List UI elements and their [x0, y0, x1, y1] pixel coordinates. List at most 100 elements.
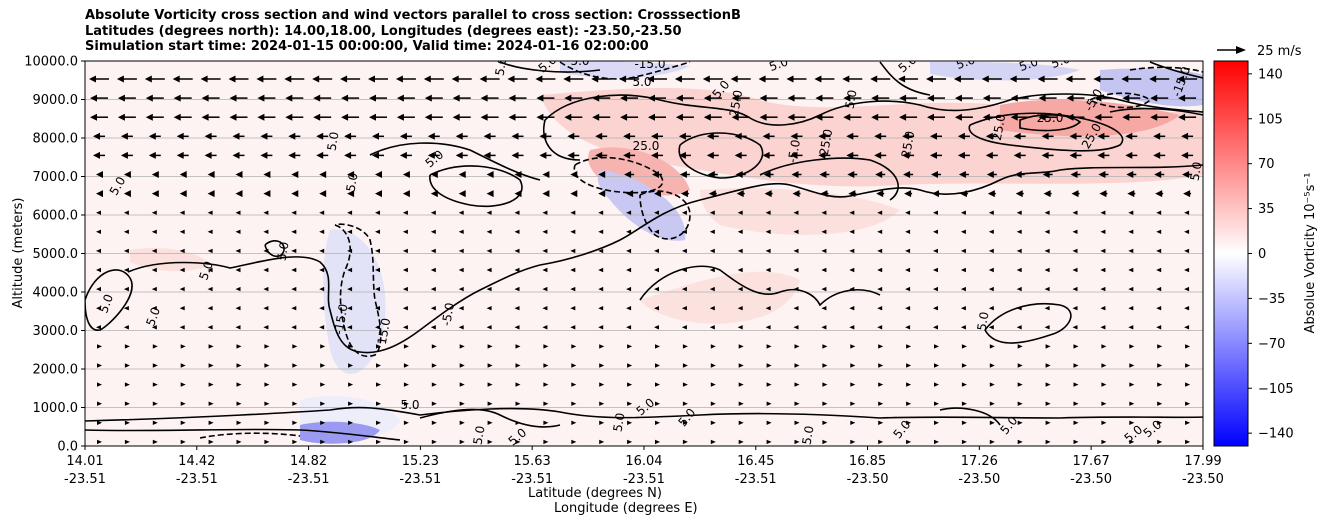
wind-vector	[877, 248, 883, 254]
wind-vector	[1127, 190, 1136, 198]
wind-vector	[430, 267, 436, 273]
wind-vector	[204, 132, 217, 140]
wind-vector	[207, 229, 213, 234]
wind-vector	[1041, 132, 1054, 140]
wind-vector	[849, 210, 855, 215]
wind-vector	[737, 325, 743, 330]
wind-vector	[766, 420, 772, 425]
wind-vector	[172, 75, 193, 83]
wind-vector	[207, 190, 215, 198]
x-tick-label-lat: 16.04	[625, 454, 662, 469]
wind-vector	[97, 439, 102, 445]
wind-vector	[452, 94, 471, 102]
wind-vector	[627, 401, 633, 406]
colorbar-tick-label: −70	[1258, 337, 1285, 352]
wind-vector	[288, 151, 301, 159]
wind-vector	[376, 363, 381, 368]
positive-contour	[264, 240, 285, 258]
wind-vector	[763, 171, 774, 178]
wind-vector	[961, 382, 967, 387]
wind-vector	[570, 171, 578, 178]
wind-vector	[1070, 171, 1081, 178]
contour-label: 5.0	[632, 75, 651, 89]
wind-vector	[1129, 382, 1135, 387]
wind-vector	[458, 171, 466, 178]
positive-contour	[85, 269, 133, 331]
positive-contour	[879, 61, 931, 96]
wind-vector	[1101, 401, 1107, 406]
wind-vector	[899, 94, 918, 102]
wind-vector	[735, 171, 746, 178]
wind-vector	[1129, 363, 1135, 368]
wind-vector	[487, 363, 493, 368]
wind-vector	[878, 420, 884, 425]
wind-vector	[932, 190, 940, 198]
wind-vector	[822, 363, 828, 368]
wind-vector	[430, 190, 438, 198]
wind-vector	[598, 248, 604, 254]
wind-vector	[340, 75, 361, 83]
wind-vector	[759, 113, 778, 121]
contour-label: 25.0	[1037, 111, 1064, 125]
wind-vector	[626, 267, 632, 273]
wind-vector	[207, 248, 213, 254]
wind-vector	[850, 344, 856, 349]
wind-vector	[961, 420, 967, 425]
wind-vector	[431, 420, 437, 425]
wind-vector	[348, 344, 354, 349]
colorbar	[1213, 60, 1249, 447]
wind-vector	[486, 171, 494, 178]
wind-vector	[399, 132, 412, 140]
wind-vector	[292, 382, 298, 387]
wind-vector	[208, 382, 214, 387]
wind-vector	[152, 401, 158, 406]
wind-vector	[737, 229, 743, 234]
wind-vector	[787, 94, 806, 102]
wind-vector	[542, 286, 548, 292]
wind-vector	[402, 171, 410, 178]
wind-vector	[1154, 171, 1165, 178]
wind-vector	[402, 229, 408, 234]
wind-vector	[264, 344, 270, 349]
wind-vector	[148, 151, 161, 159]
wind-vector	[89, 75, 109, 83]
wind-vector	[123, 190, 131, 198]
wind-vector	[459, 401, 465, 406]
contour-label: 5.0	[471, 425, 488, 446]
wind-vector	[570, 248, 576, 254]
wind-vector	[849, 267, 855, 273]
wind-vector	[850, 420, 856, 425]
positive-contour	[539, 164, 1203, 266]
wind-vector	[543, 401, 549, 406]
wind-vector	[734, 151, 747, 159]
wind-vector	[427, 132, 440, 140]
wind-vector	[542, 248, 548, 254]
positive-contour	[543, 119, 581, 161]
wind-vector	[319, 286, 325, 292]
wind-vector	[1017, 344, 1023, 349]
wind-vector	[1153, 151, 1166, 159]
wind-vector	[988, 267, 994, 273]
wind-vector	[710, 420, 716, 425]
wind-vector	[486, 267, 492, 273]
wind-vector	[738, 344, 744, 349]
wind-vector	[682, 344, 688, 349]
colorbar-tick-label: 140	[1258, 67, 1283, 82]
wind-vector	[847, 171, 858, 178]
wind-vector	[738, 363, 744, 368]
wind-vector	[1184, 267, 1190, 273]
wind-vector	[627, 344, 633, 349]
wind-vector	[207, 171, 215, 178]
wind-vector	[1073, 420, 1079, 425]
wind-vector	[814, 75, 835, 83]
wind-vector	[1017, 363, 1023, 368]
wind-vector	[960, 248, 966, 254]
wind-vector	[1181, 151, 1194, 159]
wind-vector	[368, 75, 388, 83]
wind-vector	[792, 190, 801, 198]
wind-vector	[591, 75, 612, 83]
wind-vector	[1017, 382, 1023, 387]
wind-vector	[987, 190, 996, 198]
wind-vector	[766, 401, 772, 406]
